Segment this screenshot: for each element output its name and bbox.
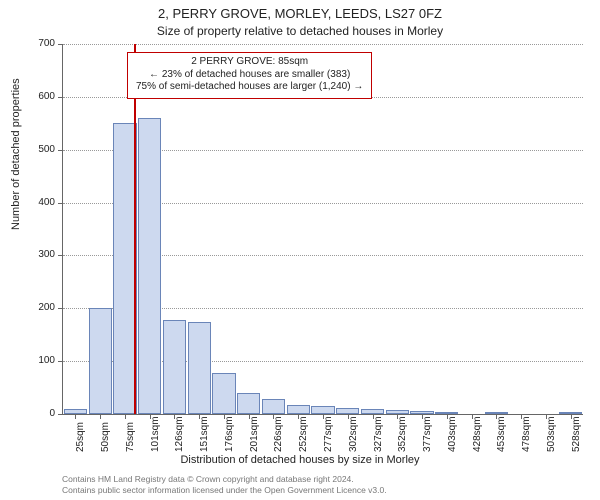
- y-tick: [58, 361, 63, 362]
- x-tick-label: 403sqm: [447, 422, 458, 452]
- y-tick-label: 400: [25, 198, 55, 208]
- x-tick-label: 151sqm: [199, 422, 210, 452]
- x-tick-label: 352sqm: [397, 422, 408, 452]
- y-tick-label: 300: [25, 250, 55, 260]
- x-tick-label: 176sqm: [224, 422, 235, 452]
- license-line2: Contains public sector information licen…: [62, 485, 387, 496]
- chart-container: 2, PERRY GROVE, MORLEY, LEEDS, LS27 0FZ …: [0, 0, 600, 500]
- y-tick: [58, 150, 63, 151]
- reference-line: [134, 44, 136, 414]
- annotation-line2: ← 23% of detached houses are smaller (38…: [136, 69, 363, 82]
- histogram-bar: [237, 393, 260, 414]
- y-tick-label: 600: [25, 92, 55, 102]
- x-tick-label: 377sqm: [422, 422, 433, 452]
- x-tick: [125, 414, 126, 419]
- y-tick: [58, 308, 63, 309]
- y-tick: [58, 203, 63, 204]
- x-tick: [100, 414, 101, 419]
- x-tick-label: 226sqm: [273, 422, 284, 452]
- y-tick: [58, 255, 63, 256]
- y-tick-label: 500: [25, 145, 55, 155]
- y-tick: [58, 97, 63, 98]
- x-tick-label: 252sqm: [298, 422, 309, 452]
- histogram-bar: [188, 322, 211, 415]
- x-tick-label: 50sqm: [100, 422, 111, 452]
- histogram-bar: [262, 399, 285, 414]
- x-tick-label: 503sqm: [546, 422, 557, 452]
- x-tick-label: 126sqm: [174, 422, 185, 452]
- x-tick-label: 75sqm: [125, 422, 136, 452]
- histogram-bar: [212, 373, 235, 414]
- annotation-line1: 2 PERRY GROVE: 85sqm: [136, 56, 363, 69]
- gridline: [63, 44, 583, 45]
- y-tick-label: 0: [25, 409, 55, 419]
- y-tick: [58, 414, 63, 415]
- y-tick: [58, 44, 63, 45]
- title-subtitle: Size of property relative to detached ho…: [0, 24, 600, 38]
- x-axis-label: Distribution of detached houses by size …: [0, 454, 600, 466]
- histogram-bar: [89, 308, 112, 414]
- x-tick-label: 25sqm: [75, 422, 86, 452]
- histogram-bar: [287, 405, 310, 415]
- x-tick: [75, 414, 76, 419]
- y-tick-label: 700: [25, 39, 55, 49]
- annotation-box: 2 PERRY GROVE: 85sqm ← 23% of detached h…: [127, 52, 372, 99]
- y-axis-label: Number of detached properties: [10, 78, 22, 230]
- x-tick-label: 101sqm: [150, 422, 161, 452]
- x-tick-label: 453sqm: [496, 422, 507, 452]
- x-tick-label: 327sqm: [373, 422, 384, 452]
- x-tick-label: 428sqm: [472, 422, 483, 452]
- annotation-line3: 75% of semi-detached houses are larger (…: [136, 81, 363, 94]
- x-tick-label: 302sqm: [348, 422, 359, 452]
- y-tick-label: 200: [25, 303, 55, 313]
- license-text: Contains HM Land Registry data © Crown c…: [62, 474, 387, 495]
- x-tick-label: 201sqm: [249, 422, 260, 452]
- license-line1: Contains HM Land Registry data © Crown c…: [62, 474, 387, 485]
- histogram-bar: [113, 123, 136, 414]
- plot-area: 010020030040050060070025sqm50sqm75sqm101…: [62, 44, 583, 415]
- histogram-bar: [138, 118, 161, 414]
- x-tick-label: 277sqm: [323, 422, 334, 452]
- title-address: 2, PERRY GROVE, MORLEY, LEEDS, LS27 0FZ: [0, 6, 600, 21]
- x-tick-label: 528sqm: [571, 422, 582, 452]
- histogram-bar: [311, 406, 334, 414]
- histogram-bar: [163, 320, 186, 414]
- y-tick-label: 100: [25, 356, 55, 366]
- x-tick-label: 478sqm: [521, 422, 532, 452]
